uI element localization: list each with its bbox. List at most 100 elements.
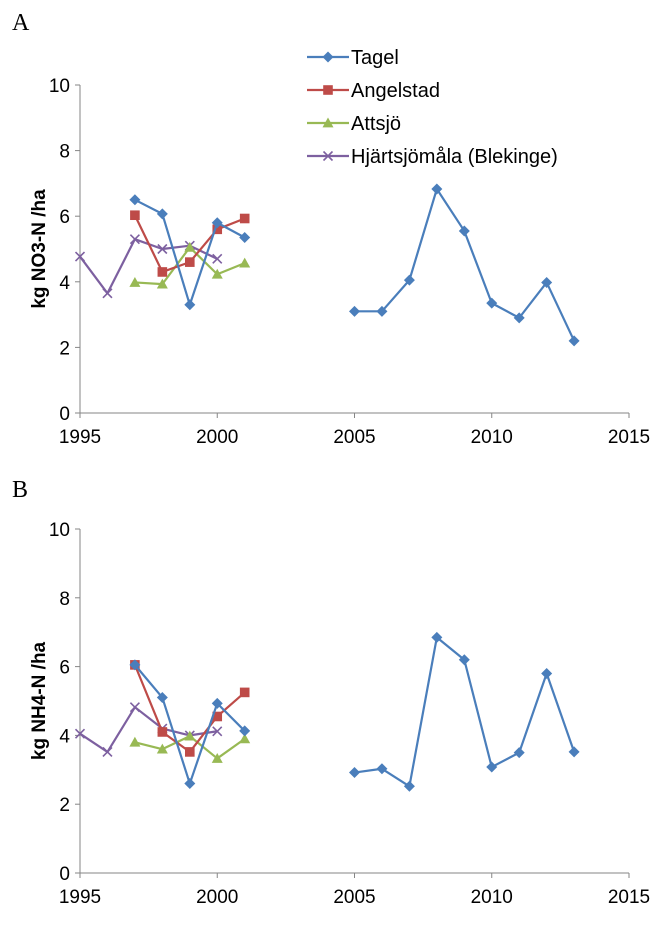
data-point [184,778,196,790]
legend-entry: Angelstad [307,80,440,102]
data-point [376,763,388,775]
y-tick-label: 8 [59,589,70,610]
data-point [349,767,360,779]
data-point [129,276,141,287]
x-marker-stroke [102,746,113,757]
data-point [486,297,498,309]
data-point [129,194,141,206]
data-point [211,217,223,229]
data-point [129,234,140,245]
x-marker-stroke [157,243,168,255]
data-point [403,780,415,792]
y-tick-label: 0 [59,404,70,425]
y-tick-label: 10 [49,520,70,541]
y-axis-title: kg NO3-N /ha [29,189,50,309]
data-point [157,727,168,737]
x-tick-label: 2000 [196,887,238,908]
x-marker-stroke [74,251,86,262]
data-point [211,697,223,709]
x-marker-stroke [129,234,140,245]
legend-marker [322,51,334,63]
data-point [102,288,113,299]
series-line [134,664,246,785]
x-tick-label: 2015 [608,887,650,908]
y-tick-label: 6 [59,207,70,228]
legend-marker [322,117,334,128]
y-tick-label: 10 [49,76,70,97]
legend-entry: Attsjö [307,113,401,135]
data-point [74,728,86,739]
y-tick-label: 2 [59,338,70,359]
chart-panel-b: 0 2 4 6 8 10 1995 2000 2005 2010 2015 kg NH4-N /ha [29,520,650,908]
legend-entry: Tagel [307,47,399,69]
x-tick-label: 2005 [333,427,375,448]
series-attsj [129,241,251,289]
x-tick-label: 2015 [608,427,650,448]
series-tagel [129,183,580,347]
data-point [129,736,141,747]
data-point [458,654,470,666]
data-point [129,702,140,713]
x-tick-label: 1995 [59,427,101,448]
legend-label: Attsjö [351,113,401,135]
panel-label-b: B [12,477,29,503]
data-point [130,210,140,221]
x-tick-label: 2010 [471,887,513,908]
data-point [239,257,251,268]
data-point [513,747,525,759]
data-point [349,305,360,317]
data-point [568,335,580,347]
series-angelstad [130,660,250,757]
x-marker-stroke [212,726,223,737]
data-point [184,299,196,311]
data-point [212,253,223,264]
data-point [239,733,251,744]
data-point [211,268,223,279]
series-hj-rtsj-m-la-blekinge [74,702,223,757]
data-point [156,278,168,289]
legend-marker [322,150,334,162]
data-point [212,726,223,737]
x-marker-stroke [102,288,113,299]
x-marker-stroke [212,253,223,264]
data-point [185,257,195,267]
panel-label-a: A [12,10,30,36]
data-point [239,687,250,698]
data-point [486,761,498,773]
data-point [157,243,168,255]
data-point [185,747,195,757]
x-marker-stroke [74,728,86,739]
data-point [431,183,443,195]
data-point [156,208,168,220]
data-point [239,232,251,244]
legend-entry: Hjärtsjömåla (Blekinge) [307,146,558,168]
data-point [568,746,580,758]
x-marker-stroke [322,150,334,162]
x-marker-stroke [129,702,140,713]
data-point [129,659,141,671]
data-point [376,305,388,317]
y-tick-label: 2 [59,795,70,816]
data-point [74,251,86,262]
y-tick-label: 6 [59,658,70,679]
data-point [403,274,415,286]
data-point [458,225,470,237]
data-point [541,667,553,679]
series-tagel [129,631,580,792]
series-angelstad [130,210,250,277]
data-point [239,725,251,737]
data-point [157,267,168,277]
data-point [184,730,196,741]
legend-marker [323,85,333,95]
legend-label: Angelstad [351,80,440,102]
series-attsj [129,730,251,763]
y-tick-label: 8 [59,142,70,163]
data-point [239,213,250,224]
y-tick-label: 4 [59,273,70,294]
data-point [156,743,168,754]
x-tick-label: 2005 [333,887,375,908]
legend: Tagel Angelstad Attsjö Hjärtsjömåla (Blekin… [307,47,558,168]
data-point [212,224,223,235]
data-point [102,746,113,757]
